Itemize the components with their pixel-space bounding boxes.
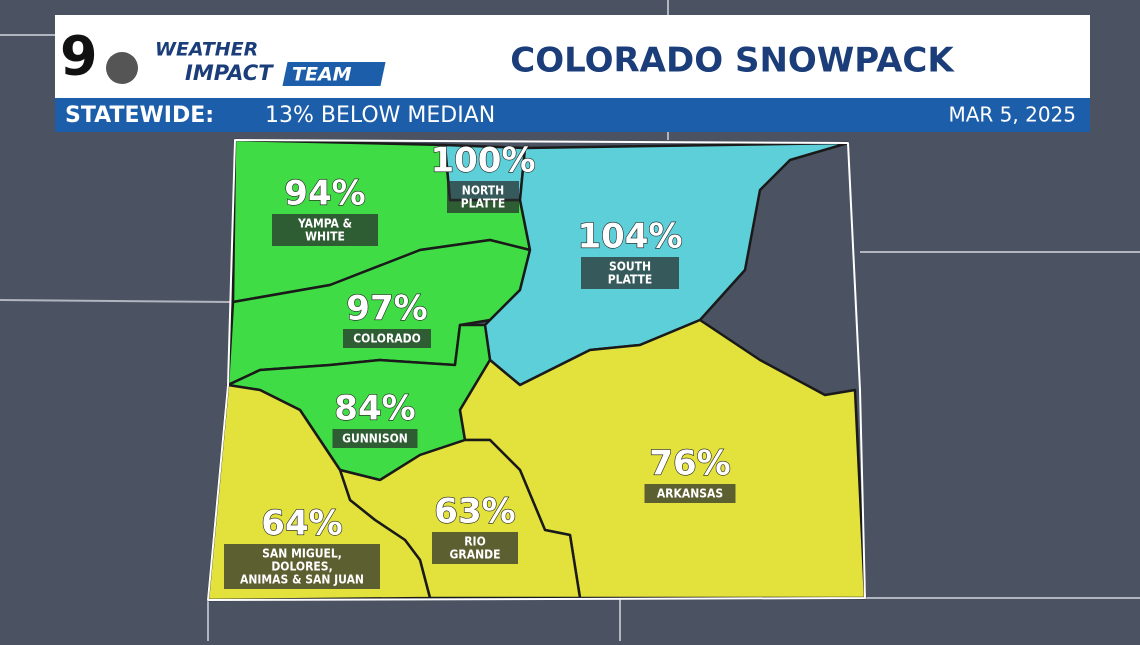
basin-name-box — [343, 329, 431, 348]
basin-name: COLORADO — [353, 332, 421, 346]
basin-name-box — [272, 214, 378, 246]
logo-line2: IMPACT — [185, 61, 274, 85]
basin-name: GUNNISON — [342, 432, 408, 446]
header: 9 WEATHER IMPACT TEAM COLORADO SNOWPACK … — [55, 15, 1090, 132]
basin-name-box — [581, 257, 679, 289]
basin-name: ANIMAS & SAN JUAN — [240, 573, 364, 587]
basin-percent: 84% — [334, 389, 415, 429]
logo-peacock — [106, 52, 138, 84]
basin-percent: 76% — [649, 444, 730, 484]
basin-name-box — [332, 429, 418, 448]
basin-name: WHITE — [305, 230, 345, 244]
basin-name: RIO — [464, 535, 486, 549]
logo-team-bg — [282, 62, 386, 86]
basin-name-box — [432, 532, 518, 564]
basin-name: SOUTH — [609, 260, 651, 274]
basin-labels: 94%YAMPA &WHITE100%NORTHPLATTE104%SOUTHP… — [224, 140, 736, 589]
date: MAR 5, 2025 — [948, 103, 1076, 127]
statewide-bar — [55, 98, 1090, 132]
basin-percent: 97% — [346, 289, 427, 329]
basin-name: DOLORES, — [271, 560, 332, 574]
basin-percent: 63% — [434, 492, 515, 532]
basin-name: PLATTE — [608, 273, 653, 287]
basin-name: GRANDE — [450, 548, 501, 562]
basin-name: ARKANSAS — [657, 487, 723, 501]
logo-line3: TEAM — [292, 64, 352, 86]
title: COLORADO SNOWPACK — [510, 41, 955, 81]
basin-percent: 64% — [261, 504, 342, 544]
basin-percent: 104% — [577, 217, 682, 257]
state-outline — [207, 139, 866, 601]
basin-name-box — [644, 484, 736, 503]
statewide-value: 13% BELOW MEDIAN — [265, 103, 495, 128]
basin-name-box — [447, 181, 519, 213]
basin-percent: 94% — [284, 174, 365, 214]
logo-channel: 9 — [60, 25, 98, 88]
statewide-label: STATEWIDE: — [65, 103, 214, 128]
basin-name: PLATTE — [461, 197, 506, 211]
basin-name: YAMPA & — [297, 217, 352, 231]
basin-name: NORTH — [462, 184, 504, 198]
logo-line1: WEATHER — [155, 39, 258, 61]
basin-name: SAN MIGUEL, — [262, 547, 342, 561]
basin-percent: 100% — [430, 141, 535, 181]
basin-name-box — [224, 544, 380, 589]
header-panel — [55, 15, 1090, 98]
